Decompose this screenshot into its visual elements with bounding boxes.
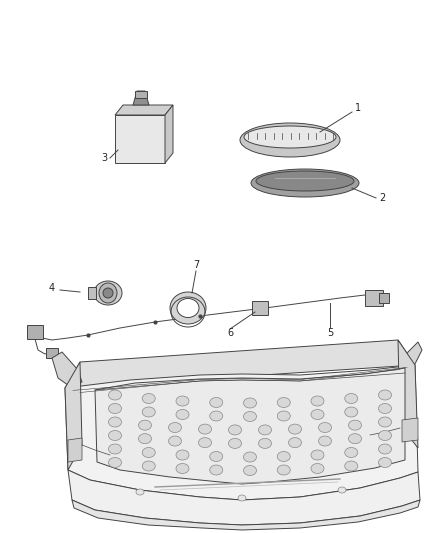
Ellipse shape (210, 465, 223, 475)
Ellipse shape (378, 403, 392, 414)
Ellipse shape (378, 444, 392, 454)
Polygon shape (65, 362, 82, 470)
Ellipse shape (103, 288, 113, 298)
Polygon shape (46, 348, 58, 358)
Ellipse shape (345, 407, 358, 417)
Text: 3: 3 (101, 153, 107, 163)
Polygon shape (115, 105, 173, 115)
Ellipse shape (142, 407, 155, 417)
Polygon shape (68, 470, 420, 525)
Ellipse shape (378, 390, 392, 400)
Ellipse shape (318, 436, 332, 446)
Ellipse shape (240, 123, 340, 157)
Ellipse shape (198, 424, 212, 434)
Ellipse shape (277, 451, 290, 462)
Ellipse shape (136, 489, 144, 495)
Polygon shape (65, 365, 418, 500)
Ellipse shape (258, 439, 272, 448)
Ellipse shape (244, 411, 257, 422)
Ellipse shape (169, 436, 181, 446)
Ellipse shape (244, 465, 257, 475)
Polygon shape (65, 340, 415, 388)
Polygon shape (68, 438, 82, 462)
Ellipse shape (251, 169, 359, 197)
Ellipse shape (177, 298, 199, 318)
Ellipse shape (109, 431, 121, 440)
Polygon shape (52, 352, 82, 388)
Ellipse shape (109, 390, 121, 400)
Ellipse shape (378, 417, 392, 427)
Ellipse shape (289, 438, 301, 448)
Polygon shape (27, 325, 43, 339)
Polygon shape (133, 91, 149, 105)
Polygon shape (400, 342, 422, 372)
Text: 2: 2 (379, 193, 385, 203)
Ellipse shape (176, 464, 189, 473)
Ellipse shape (229, 439, 241, 448)
Polygon shape (135, 91, 147, 98)
Ellipse shape (94, 281, 122, 305)
Ellipse shape (176, 409, 189, 419)
Ellipse shape (169, 423, 181, 433)
Ellipse shape (349, 420, 361, 430)
Ellipse shape (210, 411, 223, 421)
Text: 1: 1 (355, 103, 361, 113)
Ellipse shape (138, 420, 152, 430)
Ellipse shape (99, 283, 117, 303)
Ellipse shape (277, 411, 290, 421)
Text: 4: 4 (49, 283, 55, 293)
Ellipse shape (170, 292, 206, 324)
Text: 7: 7 (193, 260, 199, 270)
Ellipse shape (311, 409, 324, 419)
Ellipse shape (176, 450, 189, 460)
Ellipse shape (258, 425, 272, 435)
Ellipse shape (318, 423, 332, 433)
Polygon shape (95, 368, 405, 484)
Ellipse shape (109, 444, 121, 454)
Ellipse shape (345, 393, 358, 403)
Ellipse shape (345, 448, 358, 457)
Ellipse shape (198, 438, 212, 448)
Polygon shape (365, 290, 383, 306)
Ellipse shape (378, 431, 392, 440)
Ellipse shape (138, 434, 152, 443)
Polygon shape (72, 500, 420, 530)
Polygon shape (165, 105, 173, 163)
Ellipse shape (349, 434, 361, 443)
Ellipse shape (311, 450, 324, 460)
Polygon shape (252, 301, 268, 315)
Ellipse shape (244, 398, 257, 408)
Text: 5: 5 (327, 328, 333, 338)
Ellipse shape (345, 461, 358, 471)
Ellipse shape (142, 393, 155, 403)
Ellipse shape (311, 396, 324, 406)
Ellipse shape (109, 403, 121, 414)
Text: 6: 6 (227, 328, 233, 338)
Polygon shape (398, 340, 418, 448)
Ellipse shape (142, 461, 155, 471)
Ellipse shape (176, 396, 189, 406)
Ellipse shape (109, 457, 121, 467)
Ellipse shape (244, 452, 257, 462)
Ellipse shape (311, 464, 324, 473)
Ellipse shape (256, 171, 354, 191)
Polygon shape (402, 418, 418, 442)
Ellipse shape (277, 398, 290, 408)
Ellipse shape (142, 448, 155, 457)
Ellipse shape (277, 465, 290, 475)
Ellipse shape (238, 495, 246, 501)
Ellipse shape (109, 417, 121, 427)
Ellipse shape (244, 126, 336, 148)
Ellipse shape (210, 451, 223, 462)
Ellipse shape (378, 457, 392, 467)
Polygon shape (379, 293, 389, 303)
Polygon shape (88, 287, 96, 299)
Ellipse shape (289, 424, 301, 434)
Polygon shape (115, 115, 165, 163)
Ellipse shape (338, 487, 346, 493)
Ellipse shape (210, 398, 223, 408)
Ellipse shape (229, 425, 241, 435)
